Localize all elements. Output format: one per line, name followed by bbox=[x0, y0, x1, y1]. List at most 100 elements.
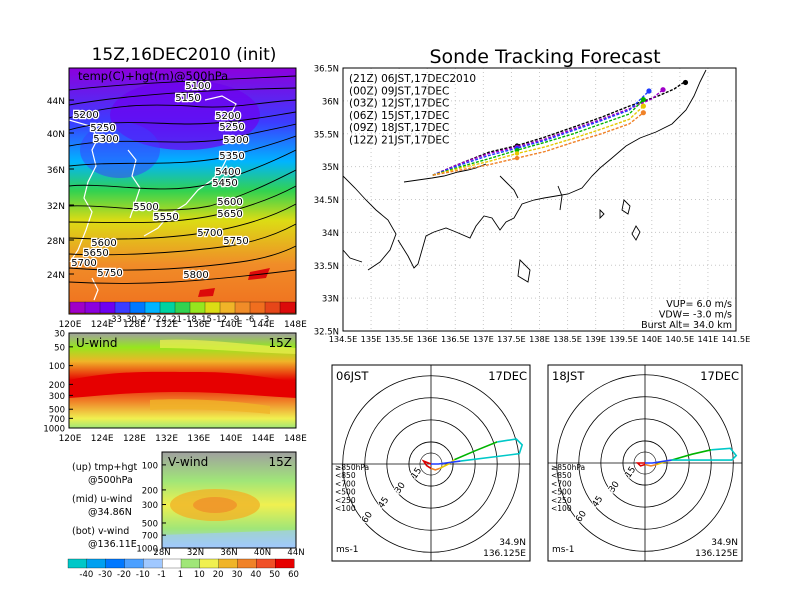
u-wind-label: U-wind bbox=[76, 336, 117, 350]
wind-colorbar-label: 50 bbox=[269, 570, 280, 580]
u-wind-lon-tick: 132E bbox=[155, 434, 178, 444]
hodograph-18jst: 15304560≥850hPa<850<700<500<250<10018JST… bbox=[547, 364, 743, 562]
wind-colorbar-label: -30 bbox=[98, 570, 112, 580]
main-lon-tick: 140.5E bbox=[666, 334, 695, 344]
note-line: (mid) u-wind bbox=[72, 494, 132, 505]
temp-colorbar-swatch bbox=[159, 301, 176, 314]
contour-label: 5750 bbox=[97, 268, 122, 279]
wind-colorbar-label: 60 bbox=[288, 570, 299, 580]
temp-colorbar-label: -12 bbox=[213, 315, 227, 325]
u-wind-pressure-tick: 500 bbox=[49, 406, 65, 416]
contour-label: 5300 bbox=[93, 134, 118, 145]
track-line bbox=[432, 81, 686, 176]
u-wind-lon-tick: 136E bbox=[187, 434, 210, 444]
temp-colorbar-label: -15 bbox=[198, 315, 212, 325]
v-wind-lat-tick: 28N bbox=[153, 548, 170, 558]
main-legend-item: (03Z) 12JST,17DEC bbox=[349, 98, 449, 110]
map-lon-tick: 128E bbox=[123, 320, 146, 330]
contour-label: 5700 bbox=[197, 228, 222, 239]
main-lon-tick: 137.5E bbox=[497, 334, 526, 344]
temperature-colorbar bbox=[69, 301, 296, 314]
main-lon-tick: 138E bbox=[529, 334, 550, 344]
contour-label: 5800 bbox=[183, 270, 208, 281]
wind-colorbar-swatch bbox=[162, 558, 182, 569]
hodograph-trace bbox=[439, 458, 455, 470]
wind-colorbar-labels: -40 -30 -20 -10 -1 1 10 20 30 40 50 60 bbox=[79, 570, 299, 580]
temp-colorbar-label: -6 bbox=[246, 315, 254, 325]
v-wind-frame bbox=[161, 451, 297, 549]
temp-colorbar-swatch bbox=[129, 301, 146, 314]
temp-colorbar-label: -9 bbox=[231, 315, 239, 325]
track-end-marker bbox=[640, 96, 646, 103]
u-wind-lon-ticks: 120E 124E 128E 132E 136E 140E 144E 148E bbox=[59, 434, 308, 444]
hodograph-date: 17DEC bbox=[700, 369, 739, 383]
temp-colorbar-swatch bbox=[144, 301, 161, 314]
main-lon-tick: 138.5E bbox=[553, 334, 582, 344]
temp-colorbar-label: -3 bbox=[261, 315, 269, 325]
temp-colorbar-swatch bbox=[279, 301, 296, 314]
track-end-marker bbox=[660, 87, 666, 93]
main-lat-tick: 36N bbox=[322, 97, 339, 107]
hodograph-frame bbox=[331, 364, 531, 562]
hodograph-legend-item: <700 bbox=[335, 479, 356, 488]
v-wind-pressure-tick: 700 bbox=[142, 532, 158, 542]
wind-colorbar-swatch bbox=[199, 558, 220, 569]
temp-colorbar-label: -21 bbox=[168, 315, 182, 325]
main-lon-tick: 141E bbox=[698, 334, 719, 344]
track-end-marker bbox=[640, 110, 646, 116]
temp-colorbar-swatch bbox=[264, 301, 281, 314]
u-wind-pressure-tick: 1000 bbox=[43, 425, 65, 435]
left-title: 15Z,16DEC2010 (init) bbox=[92, 45, 277, 65]
track-line bbox=[432, 90, 650, 176]
main-param: Burst Alt= 34.0 km bbox=[641, 320, 732, 331]
main-lon-tick: 134.5E bbox=[329, 334, 358, 344]
map-lon-tick: 144E bbox=[252, 320, 275, 330]
contour-label: 5550 bbox=[153, 212, 178, 223]
main-lon-tick: 135E bbox=[361, 334, 382, 344]
main-legend-item: (12Z) 21JST,17DEC bbox=[349, 135, 449, 147]
v-wind-panel bbox=[162, 452, 296, 548]
hodograph-unit: ms-1 bbox=[552, 545, 574, 555]
hodograph-unit: ms-1 bbox=[336, 545, 358, 555]
main-legend-item: (00Z) 09JST,17DEC bbox=[349, 85, 449, 97]
main-lat-tick: 34.5N bbox=[314, 196, 339, 206]
hodograph-legend-item: <500 bbox=[551, 488, 572, 497]
contour-label: 5350 bbox=[219, 151, 244, 162]
hodograph-lat: 34.9N bbox=[499, 538, 526, 548]
hodograph-legend-item: <850 bbox=[551, 471, 572, 480]
track-mid-marker bbox=[514, 155, 520, 161]
main-lon-tick: 141.5E bbox=[722, 334, 751, 344]
temp-colorbar-label: -27 bbox=[138, 315, 152, 325]
main-lon-tick: 139E bbox=[585, 334, 606, 344]
main-lat-tick: 32.5N bbox=[314, 328, 339, 338]
wind-colorbar-swatch bbox=[275, 558, 295, 569]
contour-label: 5250 bbox=[219, 122, 244, 133]
hodograph-legend-item: <250 bbox=[335, 496, 356, 505]
wind-colorbar-swatch bbox=[105, 558, 125, 569]
u-wind-lon-tick: 140E bbox=[220, 434, 243, 444]
hodograph-trace bbox=[460, 438, 524, 462]
temp-colorbar-swatch bbox=[234, 301, 251, 314]
main-legend-item: (06Z) 15JST,17DEC bbox=[349, 110, 449, 122]
main-map-frame bbox=[342, 67, 737, 332]
hodograph-legend-item: ≥850hPa bbox=[551, 463, 585, 472]
u-wind-frame bbox=[68, 332, 297, 429]
wind-colorbar-swatch bbox=[124, 558, 144, 569]
hodograph-legend-item: <100 bbox=[551, 504, 572, 513]
v-wind-pressure-tick: 500 bbox=[142, 519, 158, 529]
hodograph-legend-item: ≥850hPa bbox=[335, 463, 369, 472]
contour-label: 5450 bbox=[212, 178, 237, 189]
hodograph-trace bbox=[431, 460, 461, 465]
main-param: VDW= -3.0 m/s bbox=[659, 310, 732, 321]
contour-label: 5750 bbox=[223, 236, 248, 247]
hodograph-trace bbox=[635, 462, 646, 467]
track-end-marker bbox=[682, 79, 689, 86]
track-end-marker bbox=[646, 88, 652, 94]
contour-label: 5300 bbox=[223, 135, 248, 146]
hodograph-trace bbox=[421, 459, 432, 470]
hodograph-time: 18JST bbox=[552, 369, 585, 383]
main-lon-tick: 139.5E bbox=[609, 334, 638, 344]
